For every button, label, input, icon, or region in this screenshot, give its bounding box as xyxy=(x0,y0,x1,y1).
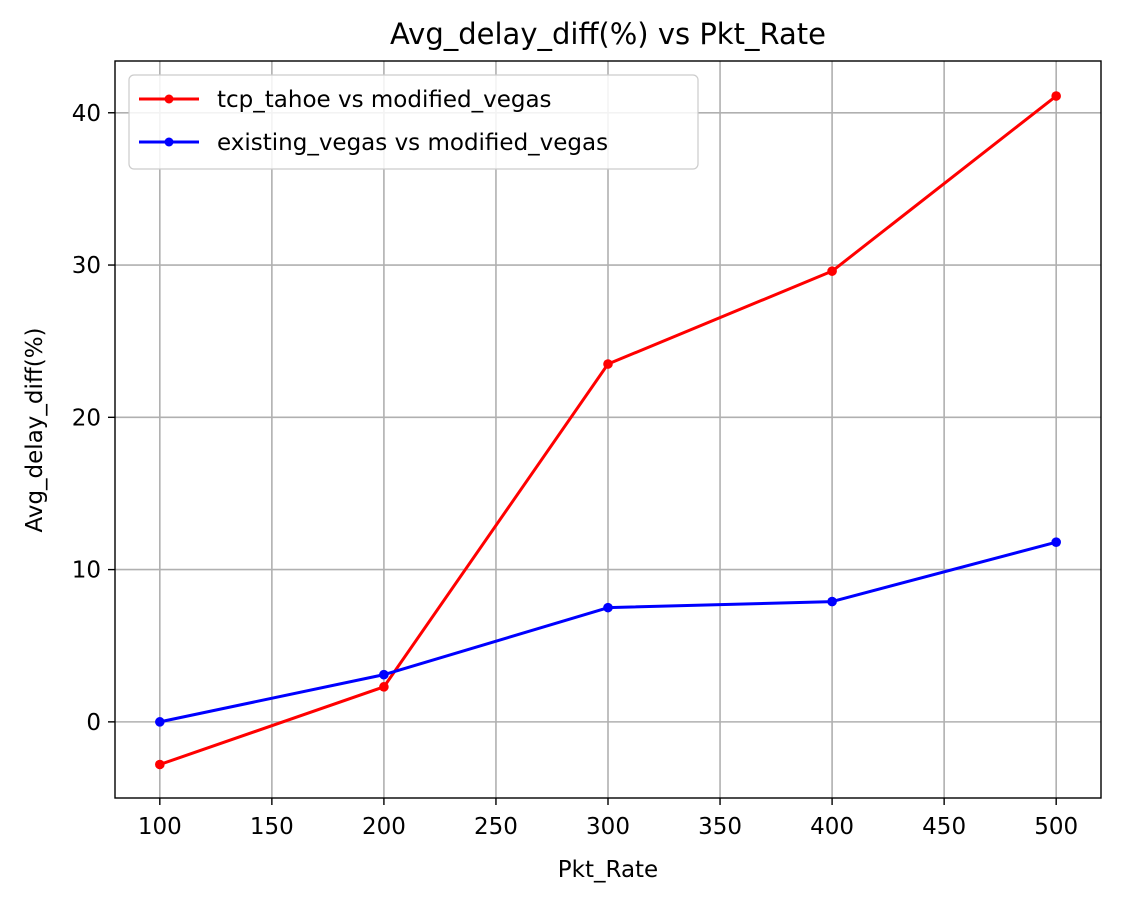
x-tick-label: 150 xyxy=(250,814,294,840)
data-point-existing-vegas-vs-modified-vegas xyxy=(1051,537,1061,547)
legend-entry-tcp-tahoe: tcp_tahoe vs modified_vegas xyxy=(139,87,552,113)
x-tick-label: 350 xyxy=(698,814,742,840)
grid xyxy=(115,61,1101,798)
legend-label-tcp-tahoe: tcp_tahoe vs modified_vegas xyxy=(217,87,552,113)
data-point-tcp-tahoe-vs-modified-vegas xyxy=(155,759,165,770)
data-point-tcp-tahoe-vs-modified-vegas xyxy=(603,359,613,369)
x-tick-label: 200 xyxy=(362,814,406,840)
y-axis-label: Avg_delay_diff(%) xyxy=(22,327,48,532)
y-tick-label: 30 xyxy=(72,253,101,279)
x-tick-label: 450 xyxy=(922,814,966,840)
y-tick-label: 40 xyxy=(72,101,101,127)
chart-title: Avg_delay_diff(%) vs Pkt_Rate xyxy=(390,17,826,51)
y-axis-ticks: 0 10 20 30 40 xyxy=(72,101,115,736)
legend: tcp_tahoe vs modified_vegas existing_veg… xyxy=(128,74,699,170)
x-tick-label: 100 xyxy=(138,814,182,840)
data-point-existing-vegas-vs-modified-vegas xyxy=(379,669,389,680)
x-tick-label: 300 xyxy=(586,814,630,840)
data-point-existing-vegas-vs-modified-vegas xyxy=(155,717,165,727)
data-point-existing-vegas-vs-modified-vegas xyxy=(603,602,613,613)
legend-marker-existing-vegas xyxy=(164,137,174,147)
legend-box xyxy=(128,74,699,170)
x-axis-label: Pkt_Rate xyxy=(558,857,658,883)
x-tick-label: 250 xyxy=(474,814,518,840)
x-axis-ticks: 100 150 200 250 300 350 400 450 500 xyxy=(138,798,1078,840)
y-tick-label: 10 xyxy=(72,558,101,584)
legend-marker-tcp-tahoe xyxy=(164,94,174,104)
data-point-existing-vegas-vs-modified-vegas xyxy=(827,596,837,607)
y-tick-label: 20 xyxy=(72,405,101,431)
series-layer xyxy=(155,91,1061,770)
legend-label-existing-vegas: existing_vegas vs modified_vegas xyxy=(217,130,608,156)
data-point-tcp-tahoe-vs-modified-vegas xyxy=(379,682,389,692)
data-point-tcp-tahoe-vs-modified-vegas xyxy=(827,266,837,276)
legend-entry-existing-vegas: existing_vegas vs modified_vegas xyxy=(139,130,608,156)
y-tick-label: 0 xyxy=(86,710,101,736)
data-point-tcp-tahoe-vs-modified-vegas xyxy=(1051,91,1061,101)
x-tick-label: 500 xyxy=(1034,814,1078,840)
x-tick-label: 400 xyxy=(810,814,854,840)
